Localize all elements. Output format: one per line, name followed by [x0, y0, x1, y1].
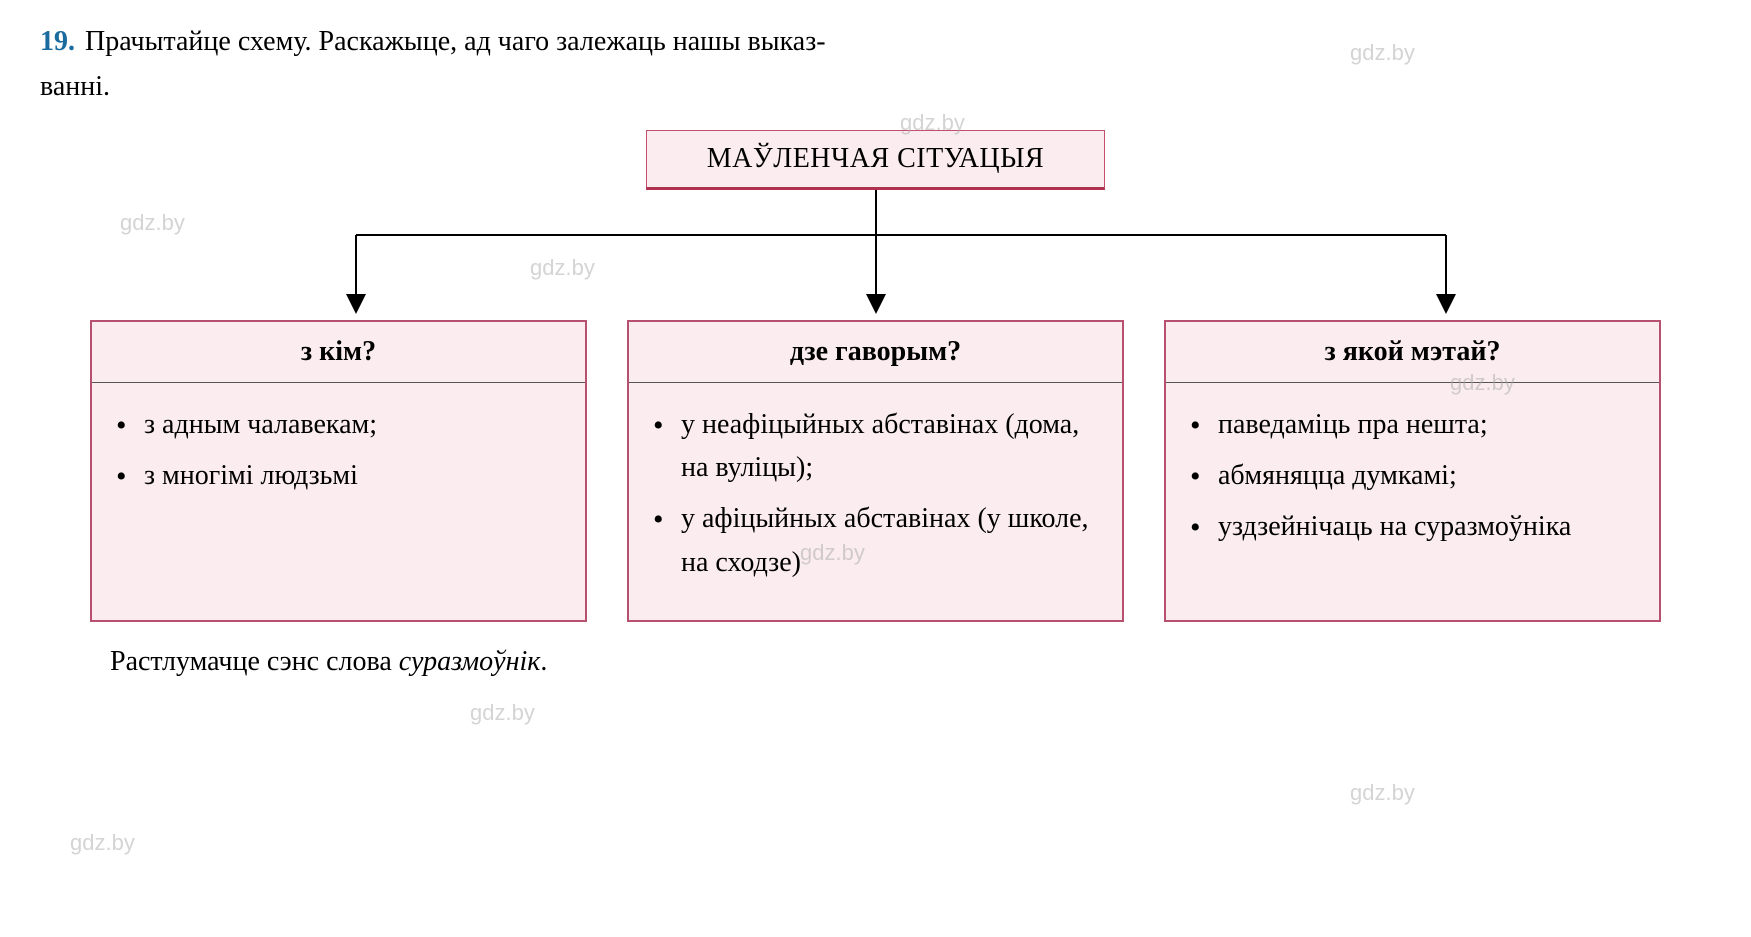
footer-italic: суразмоўнік — [399, 646, 541, 677]
footer-before: Растлумачце сэнс слова — [110, 646, 399, 677]
list-item: з адным чалаве­кам; — [116, 403, 561, 446]
box-2-content: у неафіцыйных абставінах (дома, на вуліц… — [629, 383, 1122, 621]
footer-after: . — [540, 646, 547, 677]
watermark: gdz.by — [470, 700, 535, 726]
box-2-header: дзе гаворым? — [629, 322, 1122, 383]
box-1: з кім? з адным чалаве­кам; з многімі люд… — [90, 320, 587, 623]
box-3: з якой мэтай? паведаміць пра нешта; абмя… — [1164, 320, 1661, 623]
box-3-content: паведаміць пра нешта; абмяняцца думкамі;… — [1166, 383, 1659, 585]
exercise-number: 19. — [40, 26, 75, 57]
watermark: gdz.by — [70, 830, 135, 856]
box-2: дзе гаворым? у неафіцыйных абставінах (д… — [627, 320, 1124, 623]
list-item: абмяняцца думкамі; — [1190, 454, 1635, 497]
box-3-header: з якой мэтай? — [1166, 322, 1659, 383]
exercise-first-line: 19. Прачытайце схему. Раскажыце, ад чаго … — [40, 26, 826, 57]
diagram-container: МАЎЛЕНЧАЯ СІТУАЦЫЯ з кім? з адным чалаве… — [40, 130, 1711, 623]
exercise-header: 19. Прачытайце схему. Раскажыце, ад чаго … — [40, 20, 1711, 110]
exercise-line1-text: Прачытайце схему. Раскажыце, ад чаго зал… — [85, 26, 826, 57]
box-1-content: з адным чалаве­кам; з многімі людзьмі — [92, 383, 585, 534]
diagram-arrows — [126, 190, 1626, 320]
list-item: у неафіцыйных абставінах (дома, на вуліц… — [653, 403, 1098, 490]
exercise-line2-text: ванні. — [40, 71, 110, 102]
boxes-row: з кім? з адным чалаве­кам; з многімі люд… — [60, 320, 1691, 623]
watermark: gdz.by — [1350, 780, 1415, 806]
list-item: з многімі людзьмі — [116, 454, 561, 497]
list-item: паведаміць пра нешта; — [1190, 403, 1635, 446]
box-1-header: з кім? — [92, 322, 585, 383]
diagram-title-box: МАЎЛЕНЧАЯ СІТУАЦЫЯ — [646, 130, 1105, 190]
list-item: у афіцыйных абставінах (у шко­ле, на схо… — [653, 497, 1098, 584]
footer-text: Растлумачце сэнс слова суразмоўнік. — [40, 646, 1711, 678]
list-item: уздзейнічаць на суразмоўніка — [1190, 505, 1635, 548]
